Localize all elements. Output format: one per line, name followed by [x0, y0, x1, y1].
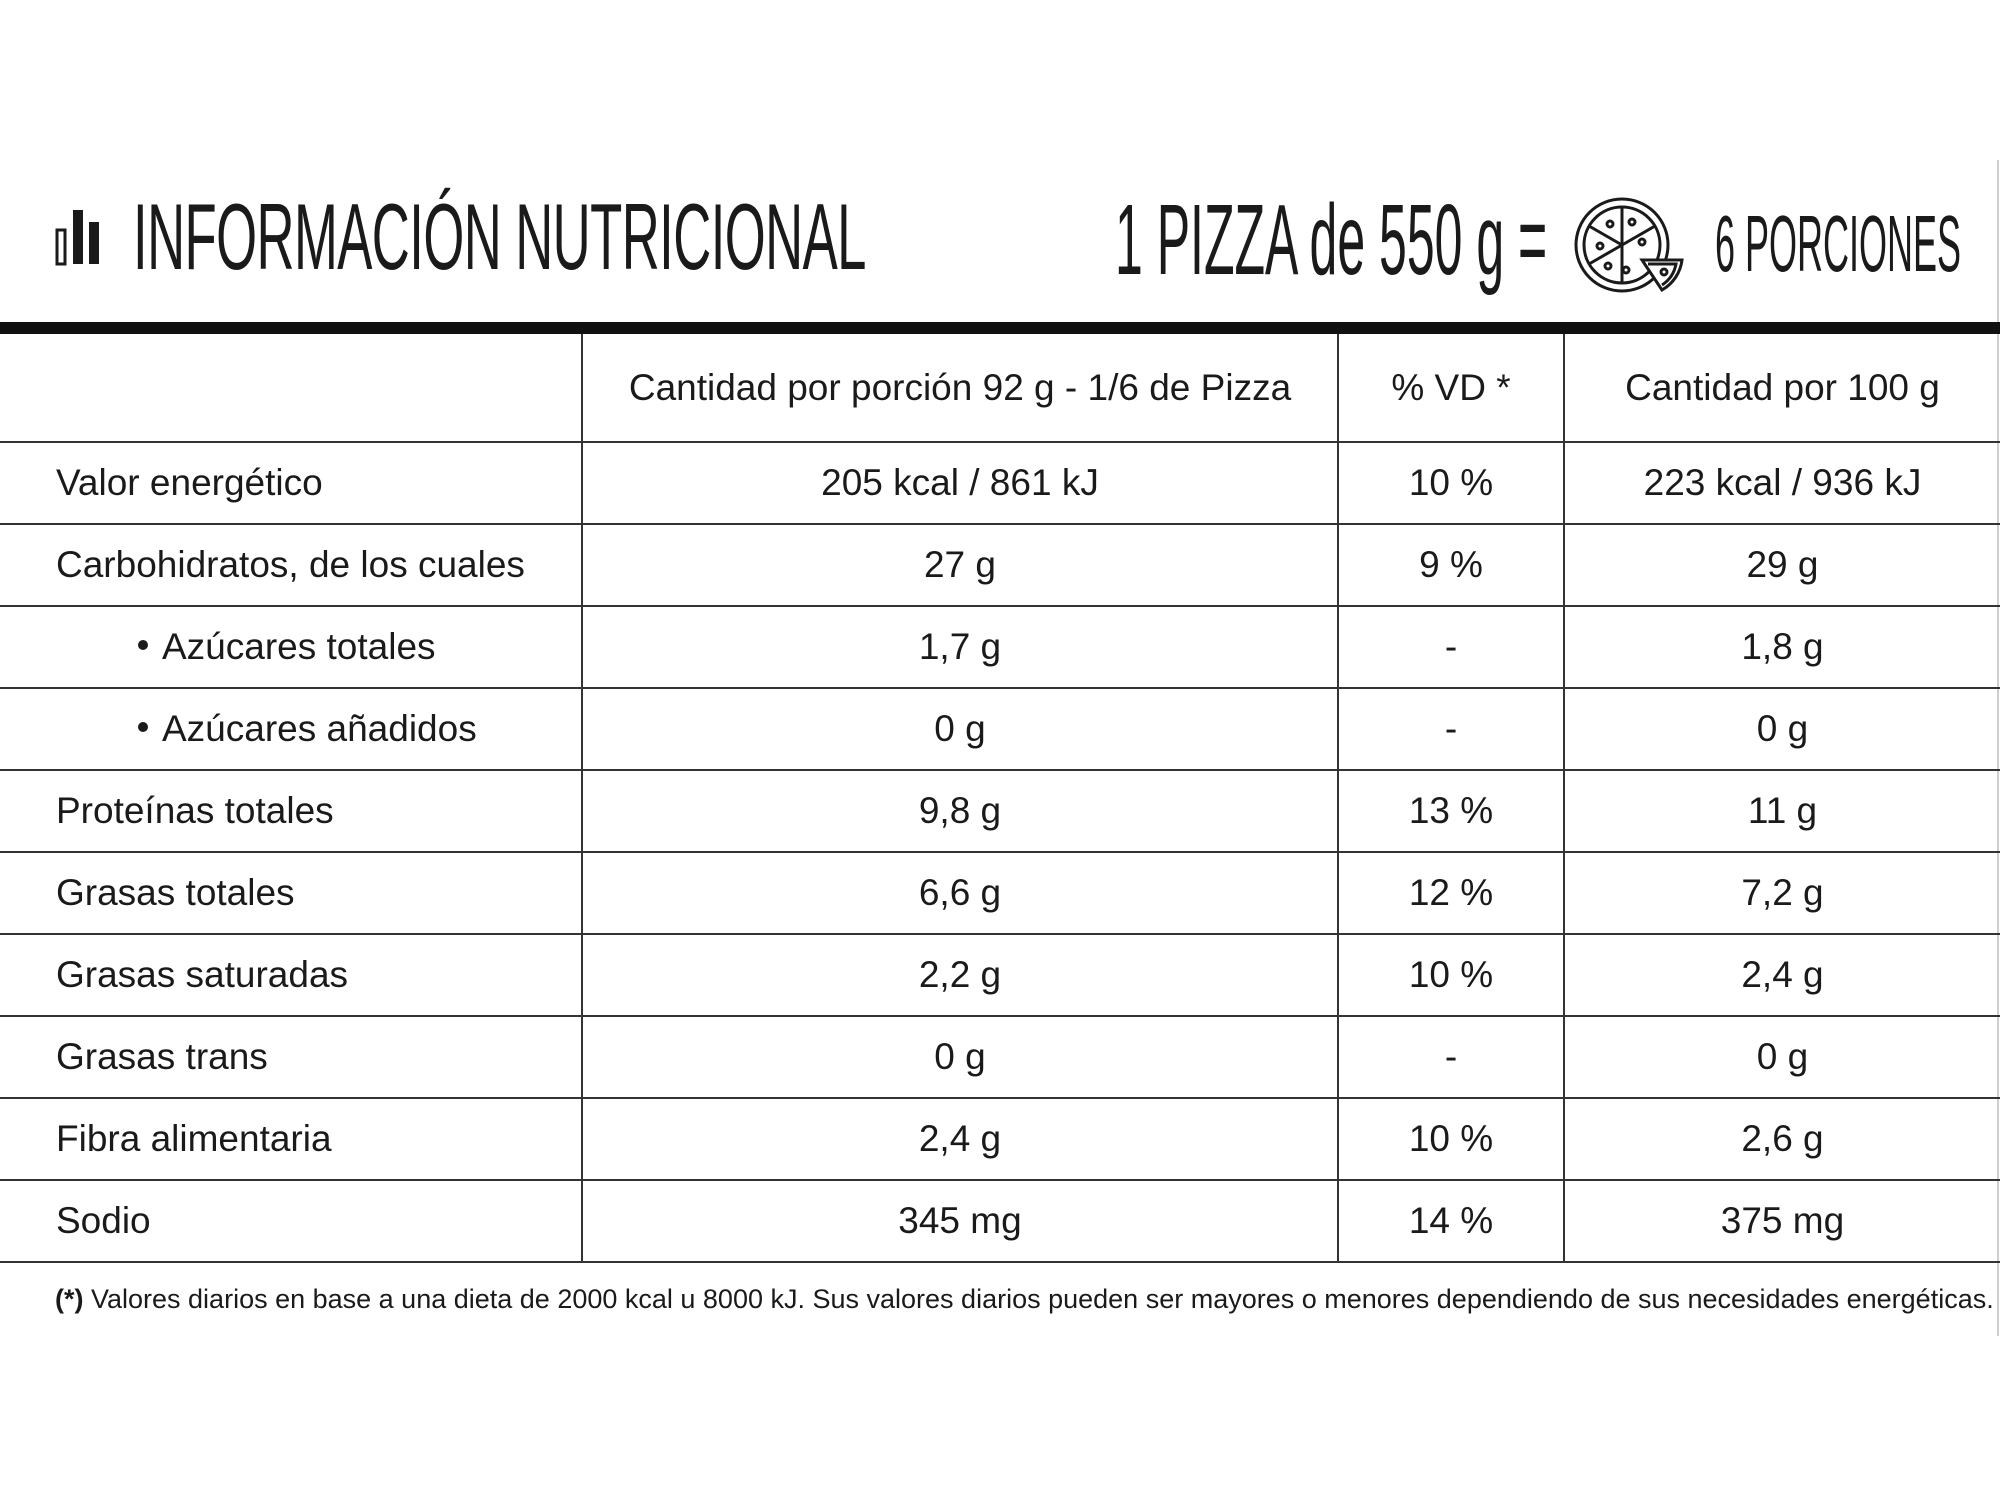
nutrient-label: Grasas trans	[0, 1016, 582, 1099]
nutrient-label: Valor energético	[0, 442, 582, 525]
table-row: Grasas totales 6,6 g 12 % 7,2 g	[0, 852, 2000, 935]
daily-value: 10 %	[1337, 1098, 1564, 1181]
per-100g-value: 0 g	[1563, 688, 2000, 771]
per-100g-value: 11 g	[1563, 770, 2000, 853]
pizza-icon	[1574, 197, 1684, 293]
per-100g-value: 2,6 g	[1563, 1098, 2000, 1181]
nutrient-sublabel: Azúcares añadidos	[0, 688, 582, 771]
nutrient-label: Carbohidratos, de los cuales	[0, 524, 582, 607]
per-portion-value: 345 mg	[581, 1180, 1338, 1263]
column-header-per-portion: Cantidad por porción 92 g - 1/6 de Pizza	[581, 334, 1338, 443]
table-row: Grasas trans 0 g - 0 g	[0, 1016, 2000, 1099]
table-row: Azúcares totales 1,7 g - 1,8 g	[0, 606, 2000, 689]
bullet-icon	[138, 640, 148, 651]
nutrition-table: Cantidad por porción 92 g - 1/6 de Pizza…	[0, 334, 2000, 1263]
daily-value: -	[1337, 1016, 1564, 1099]
footnote-mark: (*)	[55, 1284, 84, 1314]
daily-value: 10 %	[1337, 934, 1564, 1017]
daily-value: 14 %	[1337, 1180, 1564, 1263]
table-row: Grasas saturadas 2,2 g 10 % 2,4 g	[0, 934, 2000, 1017]
bullet-icon	[138, 722, 148, 733]
daily-value: 13 %	[1337, 770, 1564, 853]
per-100g-value: 375 mg	[1563, 1180, 2000, 1263]
per-portion-value: 9,8 g	[581, 770, 1338, 853]
daily-value: -	[1337, 688, 1564, 771]
nutrient-label: Azúcares totales	[162, 626, 436, 667]
per-100g-value: 7,2 g	[1563, 852, 2000, 935]
column-header-label	[0, 334, 582, 443]
per-portion-value: 2,4 g	[581, 1098, 1338, 1181]
table-row: Carbohidratos, de los cuales 27 g 9 % 29…	[0, 524, 2000, 607]
nutrient-sublabel: Azúcares totales	[0, 606, 582, 689]
daily-value: 9 %	[1337, 524, 1564, 607]
column-header-per-100g: Cantidad por 100 g	[1563, 334, 2000, 443]
pizza-size: 1 PIZZA de 550 g =	[1115, 184, 1548, 296]
per-portion-value: 27 g	[581, 524, 1338, 607]
footnote-text: Valores diarios en base a una dieta de 2…	[83, 1284, 1994, 1314]
header-rule	[0, 322, 2000, 334]
table-header-row: Cantidad por porción 92 g - 1/6 de Pizza…	[0, 334, 2000, 443]
column-header-daily-value: % VD *	[1337, 334, 1564, 443]
table-row: Azúcares añadidos 0 g - 0 g	[0, 688, 2000, 771]
per-portion-value: 6,6 g	[581, 852, 1338, 935]
daily-value: 10 %	[1337, 442, 1564, 525]
per-100g-value: 223 kcal / 936 kJ	[1563, 442, 2000, 525]
nutrient-label: Grasas saturadas	[0, 934, 582, 1017]
table-row: Sodio 345 mg 14 % 375 mg	[0, 1180, 2000, 1263]
per-portion-value: 1,7 g	[581, 606, 1338, 689]
per-100g-value: 1,8 g	[1563, 606, 2000, 689]
table-row: Fibra alimentaria 2,4 g 10 % 2,6 g	[0, 1098, 2000, 1181]
per-portion-value: 205 kcal / 861 kJ	[581, 442, 1338, 525]
per-100g-value: 0 g	[1563, 1016, 2000, 1099]
daily-value: -	[1337, 606, 1564, 689]
footnote: (*) Valores diarios en base a una dieta …	[55, 1284, 1994, 1315]
table-row: Valor energético 205 kcal / 861 kJ 10 % …	[0, 442, 2000, 525]
nutrient-label: Proteínas totales	[0, 770, 582, 853]
bar-chart-icon	[55, 210, 99, 266]
table-row: Proteínas totales 9,8 g 13 % 11 g	[0, 770, 2000, 853]
per-portion-value: 2,2 g	[581, 934, 1338, 1017]
per-100g-value: 2,4 g	[1563, 934, 2000, 1017]
nutrient-label: Grasas totales	[0, 852, 582, 935]
portions-label: 6 PORCIONES	[1715, 199, 1962, 288]
per-portion-value: 0 g	[581, 1016, 1338, 1099]
daily-value: 12 %	[1337, 852, 1564, 935]
header: INFORMACIÓN NUTRICIONAL 1 PIZZA de 550 g…	[0, 180, 2000, 320]
nutrient-label: Azúcares añadidos	[162, 708, 477, 749]
per-portion-value: 0 g	[581, 688, 1338, 771]
per-100g-value: 29 g	[1563, 524, 2000, 607]
nutrient-label: Fibra alimentaria	[0, 1098, 582, 1181]
page-title: INFORMACIÓN NUTRICIONAL	[133, 184, 866, 289]
nutrient-label: Sodio	[0, 1180, 582, 1263]
